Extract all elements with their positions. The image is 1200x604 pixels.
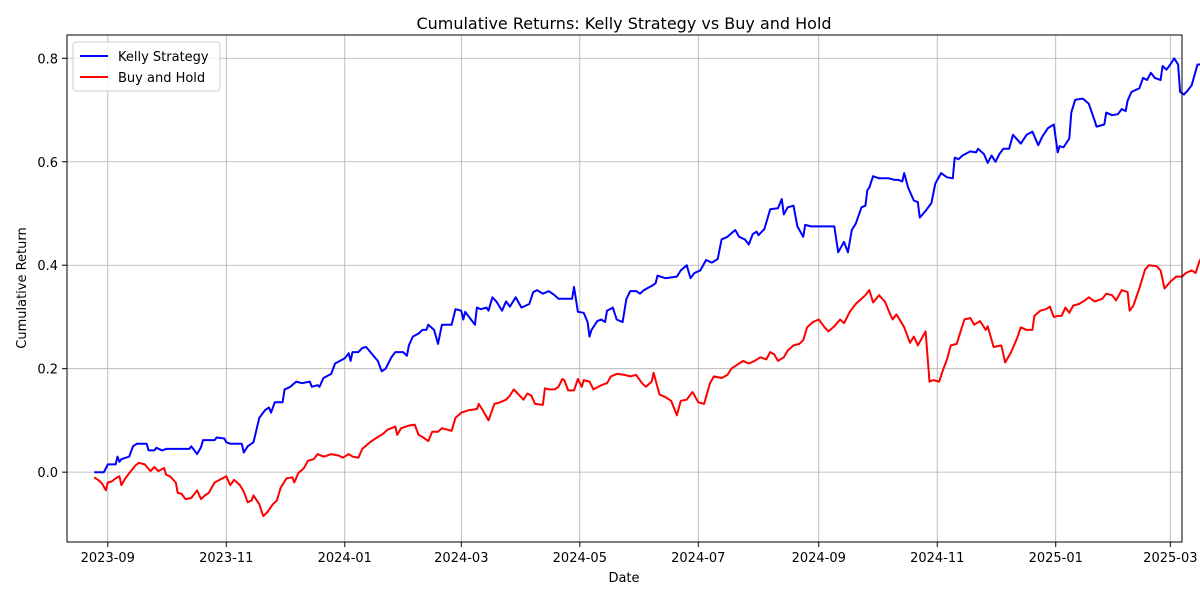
y-tick-label: 0.0 [37,466,58,481]
x-tick-label: 2024-09 [792,551,846,566]
series-line-kelly-strategy [94,57,1200,474]
x-tick-label: 2025-01 [1029,551,1083,566]
x-tick-label: 2024-11 [910,551,964,566]
x-axis-ticks: 2023-09 2023-11 2024-01 2024-03 2024-05 2024-… [81,542,1198,566]
x-tick-label: 2025-03 [1143,551,1197,566]
y-tick-label: 0.6 [37,156,58,171]
x-axis-label: Date [608,571,639,586]
plot-frame [66,34,1183,543]
series-lines [93,57,1200,518]
legend-label-buy-and-hold: Buy and Hold [118,71,205,86]
x-tick-label: 2023-09 [81,551,135,566]
chart-title: Cumulative Returns: Kelly Strategy vs Bu… [416,14,831,33]
legend: Kelly Strategy Buy and Hold [72,41,221,92]
legend-box [72,41,221,92]
y-axis-ticks: 0.0 0.2 0.4 0.6 0.8 [37,52,67,481]
x-tick-label: 2024-07 [671,551,725,566]
y-tick-label: 0.2 [37,363,58,378]
y-tick-label: 0.8 [37,52,58,67]
y-tick-label: 0.4 [37,259,58,274]
x-tick-label: 2024-01 [318,551,372,566]
x-tick-label: 2024-03 [434,551,488,566]
legend-label-kelly-strategy: Kelly Strategy [118,50,209,65]
series-line-buy-and-hold [93,258,1200,518]
grid [67,35,1182,542]
x-tick-label: 2024-05 [553,551,607,566]
x-tick-label: 2023-11 [199,551,253,566]
y-axis-label: Cumulative Return [15,227,30,348]
